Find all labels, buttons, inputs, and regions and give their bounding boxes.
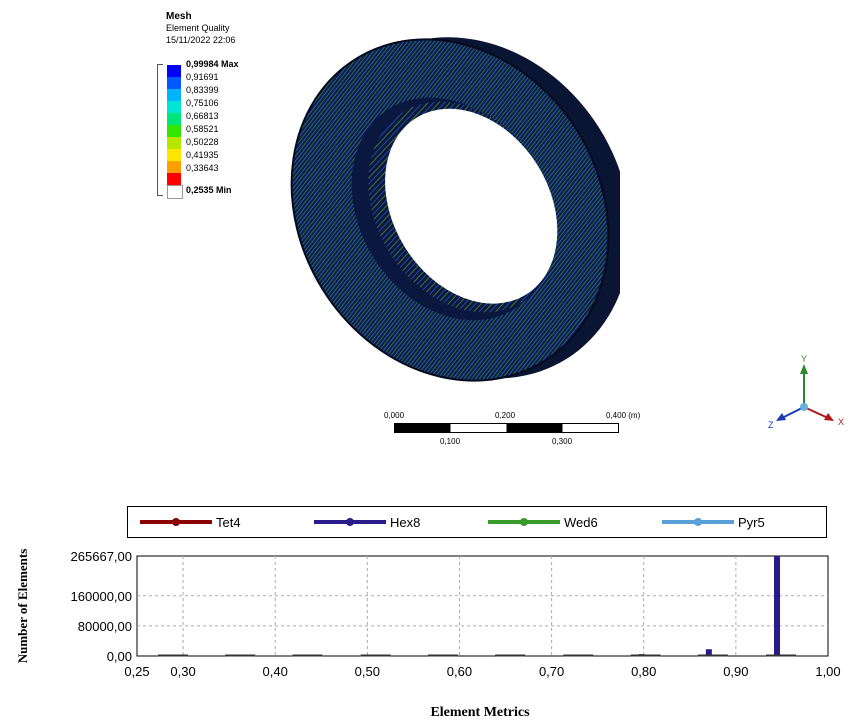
legend-value: 0,91691 bbox=[186, 72, 219, 82]
axis-x-label: X bbox=[838, 417, 844, 427]
y-tick-label: 265667,00 bbox=[71, 549, 132, 564]
legend-swatch bbox=[167, 101, 181, 113]
legend-entry-label: Wed6 bbox=[564, 514, 598, 530]
legend-entry-wed6[interactable]: Wed6 bbox=[488, 507, 598, 537]
legend-entry-pyr5[interactable]: Pyr5 bbox=[662, 507, 765, 537]
legend-swatch bbox=[167, 89, 181, 101]
legend-swatch bbox=[167, 173, 181, 185]
series-marker-icon bbox=[314, 518, 386, 526]
series-marker-icon bbox=[662, 518, 734, 526]
legend-entry-hex8[interactable]: Hex8 bbox=[314, 507, 420, 537]
scale-label: 0,100 bbox=[440, 437, 461, 446]
result-timestamp: 15/11/2022 22:06 bbox=[166, 35, 236, 45]
legend-swatch bbox=[167, 185, 183, 199]
chart-legend: Tet4 Hex8 Wed6 Pyr5 bbox=[127, 506, 827, 538]
legend-swatch bbox=[167, 65, 181, 77]
legend-swatch bbox=[167, 149, 181, 161]
histogram-bar bbox=[774, 556, 781, 656]
legend-min-label: 0,2535 Min bbox=[186, 185, 232, 195]
y-tick-label: 0,00 bbox=[107, 649, 132, 664]
x-tick-label: 0,40 bbox=[263, 664, 288, 679]
axis-y-label: Y bbox=[801, 354, 807, 364]
result-subtitle: Element Quality bbox=[166, 23, 230, 33]
x-tick-label: 0,70 bbox=[539, 664, 564, 679]
legend-entry-tet4[interactable]: Tet4 bbox=[140, 507, 241, 537]
result-title: Mesh bbox=[166, 11, 192, 22]
x-tick-label: 0,90 bbox=[723, 664, 748, 679]
legend-swatch bbox=[167, 77, 181, 89]
scale-bar bbox=[394, 423, 619, 433]
axis-triad-icon[interactable]: Y Z X bbox=[768, 352, 848, 432]
legend-entry-label: Tet4 bbox=[216, 514, 241, 530]
legend-swatch bbox=[167, 125, 181, 137]
x-tick-label: 0,30 bbox=[170, 664, 195, 679]
legend-bracket bbox=[157, 64, 163, 196]
legend-value: 0,83399 bbox=[186, 85, 219, 95]
x-axis-title: Element Metrics bbox=[430, 705, 530, 720]
scale-label: 0,200 bbox=[495, 411, 516, 420]
x-tick-label: 0,25 bbox=[124, 664, 149, 679]
legend-value: 0,50228 bbox=[186, 137, 219, 147]
legend-value: 0,75106 bbox=[186, 98, 219, 108]
legend-max-label: 0,99984 Max bbox=[186, 59, 239, 69]
x-tick-label: 0,80 bbox=[631, 664, 656, 679]
legend-value: 0,33643 bbox=[186, 163, 219, 173]
x-tick-label: 0,60 bbox=[447, 664, 472, 679]
x-tick-label: 0,50 bbox=[355, 664, 380, 679]
element-quality-histogram[interactable]: 0,25 0,30 0,40 0,50 0,60 0,70 0,80 0,90 1,00 0,00… bbox=[0, 545, 853, 705]
plot-area bbox=[136, 555, 829, 657]
x-tick-label: 1,00 bbox=[815, 664, 840, 679]
legend-value: 0,41935 bbox=[186, 150, 219, 160]
legend-swatch bbox=[167, 161, 181, 173]
scale-label: 0,000 bbox=[384, 411, 405, 420]
mesh-ring-model[interactable] bbox=[270, 10, 620, 410]
y-tick-label: 80000,00 bbox=[78, 619, 132, 634]
histogram-bar bbox=[705, 649, 712, 656]
y-tick-label: 160000,00 bbox=[71, 589, 132, 604]
scale-label: 0,400 (m) bbox=[606, 411, 641, 420]
legend-value: 0,58521 bbox=[186, 124, 219, 134]
y-axis-title: Number of Elements bbox=[15, 548, 30, 664]
legend-swatch bbox=[167, 137, 181, 149]
scale-label: 0,300 bbox=[552, 437, 573, 446]
legend-value: 0,66813 bbox=[186, 111, 219, 121]
axis-z-label: Z bbox=[768, 420, 774, 430]
series-marker-icon bbox=[140, 518, 212, 526]
legend-swatch bbox=[167, 113, 181, 125]
legend-entry-label: Hex8 bbox=[390, 514, 421, 530]
series-marker-icon bbox=[488, 518, 560, 526]
legend-entry-label: Pyr5 bbox=[738, 514, 765, 530]
